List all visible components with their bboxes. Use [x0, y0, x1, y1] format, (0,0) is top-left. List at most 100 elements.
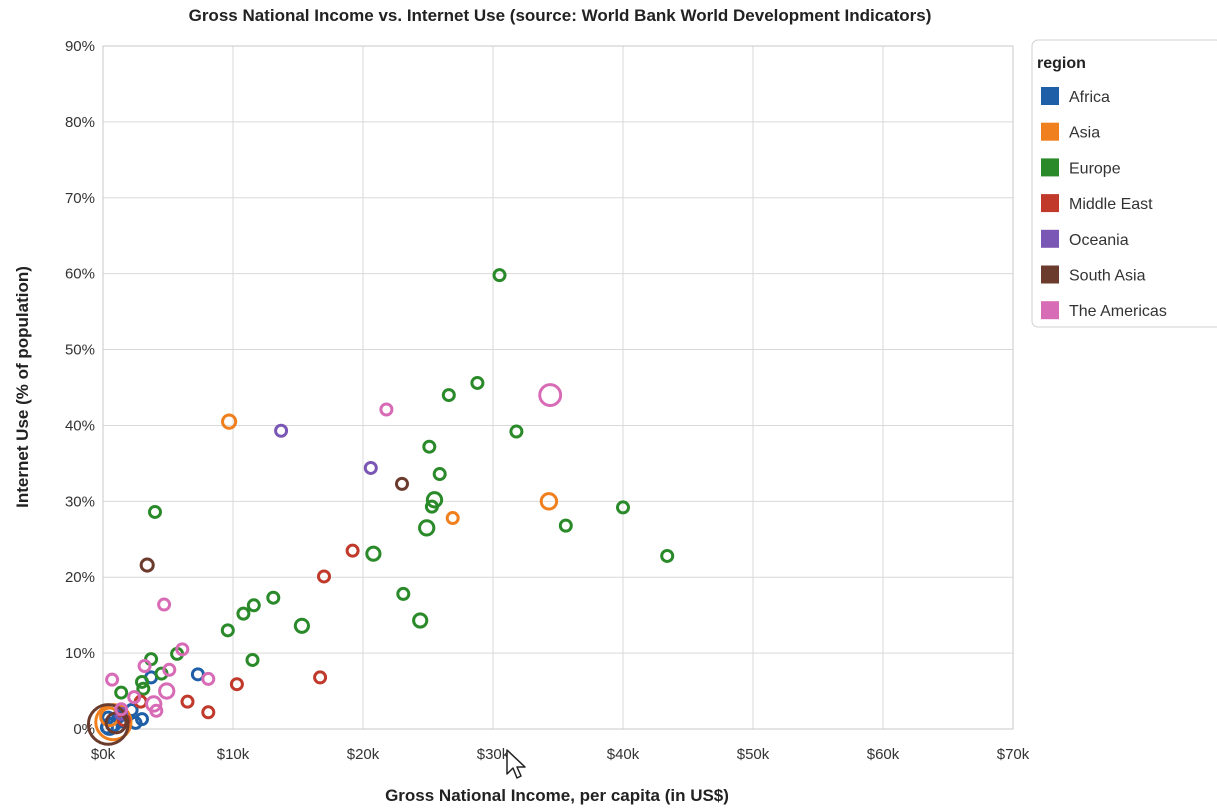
data-point[interactable] [136, 681, 151, 696]
data-point[interactable] [470, 375, 485, 390]
data-point[interactable] [539, 492, 559, 511]
data-point[interactable] [148, 504, 162, 519]
data-point[interactable] [101, 710, 116, 725]
legend-label: Middle East [1069, 196, 1153, 213]
legend-item-africa[interactable]: Africa [1041, 87, 1110, 106]
legend-label: The Americas [1069, 303, 1167, 320]
legend-box [1031, 39, 1217, 328]
data-point[interactable] [139, 557, 155, 573]
legend-item-europe[interactable]: Europe [1041, 158, 1121, 177]
legend-swatch [1041, 265, 1059, 284]
data-point[interactable] [149, 703, 164, 718]
x-tick-label: $40k [607, 746, 640, 763]
data-point[interactable] [201, 705, 216, 720]
data-point[interactable] [509, 424, 524, 439]
legend-label: Europe [1069, 160, 1121, 177]
y-tick-label: 80% [65, 114, 95, 131]
data-point[interactable] [313, 670, 328, 685]
y-axis: 0%10%20%30%40%50%60%70%80%90% [65, 38, 95, 738]
legend-item-middle-east[interactable]: Middle East [1041, 194, 1153, 213]
data-point[interactable] [137, 659, 152, 674]
series-asia[interactable] [94, 413, 559, 742]
legend[interactable]: region Africa Asia Europe Middle East Oceani… [1031, 39, 1217, 328]
legend-swatch [1041, 301, 1059, 320]
legend-swatch [1041, 229, 1059, 248]
data-point[interactable] [558, 518, 573, 533]
data-point[interactable] [492, 268, 507, 283]
legend-item-oceania[interactable]: Oceania [1041, 229, 1129, 249]
data-point[interactable] [229, 677, 244, 692]
chart-title: Gross National Income vs. Internet Use (… [189, 6, 932, 25]
series-the-americas[interactable] [105, 383, 563, 718]
x-tick-label: $20k [347, 746, 380, 763]
series-europe[interactable] [114, 268, 675, 700]
data-point[interactable] [114, 685, 129, 700]
y-tick-label: 20% [65, 569, 95, 586]
x-tick-label: $0k [91, 746, 116, 763]
data-point[interactable] [162, 662, 177, 677]
y-axis-title: Internet Use (% of population) [13, 266, 32, 508]
data-point[interactable] [616, 500, 630, 515]
data-point[interactable] [158, 682, 176, 700]
data-point[interactable] [201, 671, 216, 686]
legend-item-south-asia[interactable]: South Asia [1041, 265, 1146, 285]
data-point[interactable] [246, 598, 261, 613]
data-point[interactable] [157, 597, 172, 612]
data-point[interactable] [114, 702, 129, 717]
data-point[interactable] [395, 476, 409, 491]
x-axis-title: Gross National Income, per capita (in US… [385, 786, 729, 805]
data-points [86, 268, 675, 746]
x-tick-label: $60k [867, 746, 900, 763]
data-point[interactable] [293, 617, 310, 634]
data-point[interactable] [396, 586, 411, 601]
data-point[interactable] [424, 499, 439, 514]
legend-item-asia[interactable]: Asia [1041, 122, 1100, 142]
y-tick-label: 10% [65, 645, 95, 662]
series-africa[interactable] [99, 667, 205, 736]
data-point[interactable] [135, 674, 149, 689]
data-point[interactable] [422, 439, 437, 454]
data-point[interactable] [660, 548, 675, 563]
data-point[interactable] [345, 543, 360, 558]
data-point[interactable] [221, 413, 238, 430]
legend-label: Africa [1069, 89, 1110, 106]
data-point[interactable] [538, 383, 563, 408]
data-point[interactable] [180, 694, 195, 709]
y-tick-label: 40% [65, 417, 95, 434]
y-tick-label: 90% [65, 38, 95, 55]
data-point[interactable] [418, 519, 436, 537]
data-point[interactable] [432, 467, 447, 482]
data-point[interactable] [317, 569, 331, 584]
legend-swatch [1041, 122, 1059, 141]
data-point[interactable] [245, 652, 260, 667]
data-point[interactable] [86, 703, 130, 746]
series-middle-east[interactable] [116, 543, 360, 727]
x-axis: $0k $10k $20k $30k $40k $50k $60k $70k [91, 746, 1030, 763]
data-point[interactable] [379, 402, 394, 417]
data-point[interactable] [236, 606, 251, 621]
y-tick-label: 60% [65, 266, 95, 283]
data-point[interactable] [127, 690, 142, 705]
legend-title: region [1037, 55, 1086, 72]
legend-label: South Asia [1069, 268, 1146, 285]
data-point[interactable] [144, 652, 159, 667]
legend-label: Asia [1069, 125, 1100, 142]
data-point[interactable] [105, 672, 120, 687]
data-point[interactable] [175, 642, 190, 657]
data-point[interactable] [441, 388, 456, 403]
data-point[interactable] [274, 423, 289, 438]
x-tick-label: $30k [477, 746, 510, 763]
data-point[interactable] [365, 545, 382, 562]
legend-items[interactable]: Africa Asia Europe Middle East Oceania South … [1041, 87, 1167, 320]
data-point[interactable] [363, 460, 378, 475]
y-tick-label: 70% [65, 190, 95, 207]
data-point[interactable] [266, 590, 281, 605]
data-point[interactable] [425, 491, 444, 509]
data-point[interactable] [220, 623, 235, 638]
data-point[interactable] [412, 612, 429, 629]
legend-item-the-americas[interactable]: The Americas [1041, 301, 1167, 320]
y-tick-label: 50% [65, 342, 95, 359]
data-point[interactable] [445, 511, 460, 526]
data-point[interactable] [145, 695, 163, 713]
x-tick-label: $70k [997, 746, 1030, 763]
